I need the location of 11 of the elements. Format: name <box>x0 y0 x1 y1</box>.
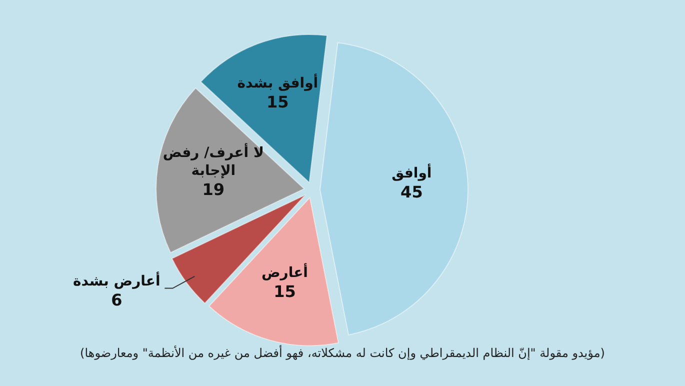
data-label: 15 <box>266 92 289 112</box>
data-label: 15 <box>274 282 296 301</box>
data-label: 6 <box>111 290 122 310</box>
slice-label: لا أعرف/ رفض الإجابة <box>162 142 264 179</box>
slice-label: أوافق <box>392 163 432 182</box>
text: (مؤيدو مقولة "إنّ النظام الديمقراطي وإن كانت له مشكلاته، فهو أفضل من غيره من الأنظمة" ومعارضوها) <box>80 345 605 360</box>
data-label: 45 <box>400 182 423 202</box>
slice-label: أوافق بشدة <box>237 73 318 92</box>
data-label: 19 <box>202 180 225 199</box>
slice-label: أعارض <box>261 262 308 281</box>
slice-label: أعارض بشدة <box>73 271 160 290</box>
